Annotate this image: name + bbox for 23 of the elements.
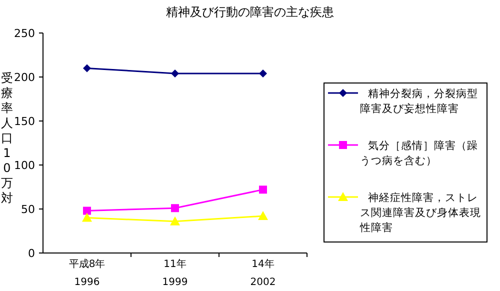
point (170, 216, 180, 226)
point (83, 206, 91, 215)
y-tick-label: 150 (14, 115, 35, 128)
point (258, 211, 268, 220)
y-tick-label: 50 (21, 203, 35, 216)
x-tick-label: 11年 1999 (162, 258, 188, 288)
y-tick-label: 250 (14, 27, 35, 40)
text: 受療率人口10万対 (1, 71, 13, 205)
point (171, 204, 179, 212)
point (259, 69, 267, 78)
point (82, 212, 92, 222)
legend-label: 気分［感情］障害（躁うつ病を含む） (360, 139, 478, 167)
point (83, 64, 91, 72)
chart-title: 精神及び行動の障害の主な疾患 (166, 5, 334, 19)
point (171, 69, 179, 78)
point (259, 186, 267, 194)
y-tick-label: 0 (28, 247, 35, 260)
legend-label: 神経症性障害，ストレス関連障害及び身体表現性障害 (359, 191, 481, 234)
y-tick-label: 100 (14, 159, 35, 172)
y-tick-label: 200 (14, 71, 35, 84)
x-tick-label: 14年 2002 (250, 258, 276, 288)
legend-label: 精神分裂病，分裂病型障害及び妄想性障害 (360, 87, 478, 115)
x-tick-label: 平成8年 1996 (68, 258, 106, 288)
